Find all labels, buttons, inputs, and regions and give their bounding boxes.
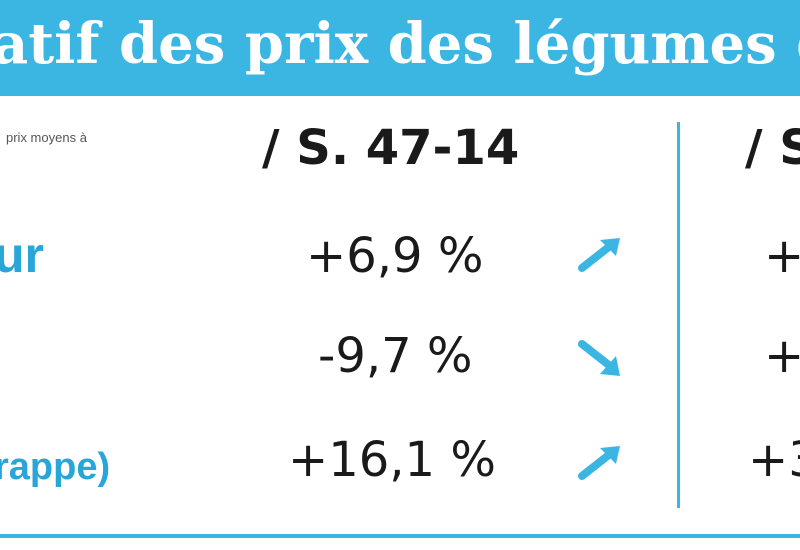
bottom-rule bbox=[0, 534, 800, 538]
row-label-3: rappe) bbox=[0, 446, 111, 488]
row-label-1: ur bbox=[0, 227, 44, 283]
row-value-3: +16,1 % bbox=[288, 432, 496, 488]
title-banner: atif des prix des légumes de la sem bbox=[0, 0, 800, 96]
row-next-value-1: + bbox=[764, 228, 800, 284]
banner-title: atif des prix des légumes de la sem bbox=[0, 11, 800, 77]
column-header-week-47: / S. 47-14 bbox=[262, 120, 520, 176]
trend-down-icon bbox=[578, 340, 620, 376]
row-value-1: +6,9 % bbox=[306, 228, 484, 284]
trend-up-icon bbox=[578, 238, 620, 272]
price-note: prix moyens à bbox=[6, 130, 87, 145]
trend-up-icon bbox=[578, 446, 620, 480]
row-next-value-2: + bbox=[764, 328, 800, 384]
row-next-value-3: +3 bbox=[748, 432, 800, 488]
column-header-next: / S bbox=[745, 120, 800, 176]
row-value-2: -9,7 % bbox=[318, 328, 473, 384]
column-divider bbox=[677, 122, 680, 508]
